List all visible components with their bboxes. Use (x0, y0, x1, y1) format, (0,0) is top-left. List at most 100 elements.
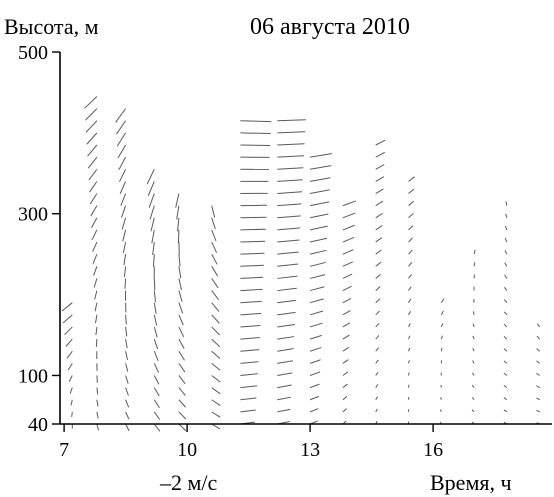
wind-vector (277, 372, 293, 376)
wind-vector (178, 290, 183, 302)
wind-vector (277, 227, 301, 231)
wind-vector (277, 239, 300, 243)
wind-vector (309, 310, 324, 316)
wind-vector (92, 253, 98, 264)
wind-vector (503, 335, 508, 340)
wind-vector (375, 212, 383, 219)
wind-vector (277, 119, 306, 122)
wind-vector (178, 302, 184, 314)
wind-vector (310, 201, 330, 207)
wind-vector (240, 216, 267, 219)
wind-vector (240, 276, 264, 279)
wind-vector (342, 310, 351, 316)
wind-vector (503, 311, 508, 316)
wind-vector (503, 384, 508, 389)
wind-vector (375, 151, 385, 158)
wind-vector (342, 359, 349, 364)
wind-vector (177, 217, 180, 232)
wind-vector (408, 310, 411, 316)
wind-vector (310, 189, 330, 195)
wind-vector (240, 373, 258, 376)
wind-vector (121, 217, 127, 230)
wind-vector (211, 217, 216, 230)
ticks: 40 100 300 500 7 10 13 16 (18, 42, 443, 461)
wind-vector (61, 302, 73, 312)
wind-vector (342, 408, 347, 413)
wind-vector (96, 387, 99, 395)
wind-vector (152, 241, 155, 255)
wind-vector (211, 314, 220, 324)
wind-vector (342, 236, 355, 243)
wind-vector (504, 286, 508, 291)
wind-vector (62, 314, 73, 324)
wind-vector (408, 261, 413, 267)
wind-profile-column (375, 139, 386, 425)
wind-profile-column (240, 120, 272, 425)
wind-vector (95, 326, 98, 336)
wind-vector (277, 311, 296, 316)
wind-vector (342, 212, 356, 219)
wind-vector (277, 215, 301, 219)
wind-vector (211, 338, 221, 348)
wind-vector (277, 191, 303, 195)
wind-vector (66, 350, 73, 359)
wind-vector (473, 249, 476, 255)
wind-vector (120, 193, 127, 206)
wind-vector (472, 348, 475, 352)
wind-profile-column (277, 119, 306, 425)
wind-vector (504, 262, 508, 267)
wind-vector (116, 132, 127, 147)
wind-vector (310, 165, 332, 170)
wind-vector (277, 299, 297, 304)
wind-vector (211, 241, 218, 253)
wind-vector (342, 297, 352, 304)
wind-vector (240, 385, 258, 389)
wind-vector (176, 205, 180, 220)
wind-vector (473, 262, 476, 267)
wind-vector (89, 193, 98, 205)
wind-vector (536, 385, 540, 389)
wind-vector (310, 153, 332, 158)
wind-vector (67, 363, 73, 371)
wind-vector (122, 229, 127, 242)
wind-vector (95, 339, 98, 348)
wind-vector (84, 96, 98, 109)
wind-vector (504, 274, 508, 279)
wind-vector (125, 363, 129, 372)
wind-vector (408, 286, 412, 291)
wind-vector (277, 167, 304, 170)
wind-vector (439, 409, 442, 413)
wind-vector (178, 266, 182, 279)
wind-vector (277, 263, 299, 267)
wind-vector (375, 359, 379, 364)
wind-vector (84, 108, 98, 121)
wind-vector (342, 249, 354, 255)
wind-vector (309, 334, 322, 340)
wind-profile-column (146, 169, 161, 432)
wind-vector (178, 399, 187, 408)
wind-vector (440, 397, 442, 400)
wind-vector (277, 336, 295, 340)
wind-vector (64, 326, 73, 336)
wind-vector (375, 371, 379, 376)
wind-vector (471, 384, 475, 388)
wind-vector (153, 338, 159, 350)
x-tick-label: 16 (423, 439, 443, 461)
wind-vector (153, 375, 160, 385)
wind-vector (65, 338, 73, 347)
x-tick-label: 7 (59, 439, 69, 461)
plot-area (61, 96, 541, 432)
wind-vector (150, 217, 155, 232)
wind-vector (342, 285, 352, 292)
wind-vector (309, 359, 321, 364)
wind-vector (309, 213, 329, 219)
wind-vector (408, 347, 411, 352)
wind-vector (89, 181, 98, 193)
wind-vector (125, 387, 129, 396)
wind-vector (240, 324, 261, 328)
wind-vector (211, 278, 219, 289)
wind-vector (408, 200, 415, 207)
wind-vector (153, 363, 159, 373)
wind-vector (342, 261, 354, 267)
wind-vector (211, 290, 219, 301)
